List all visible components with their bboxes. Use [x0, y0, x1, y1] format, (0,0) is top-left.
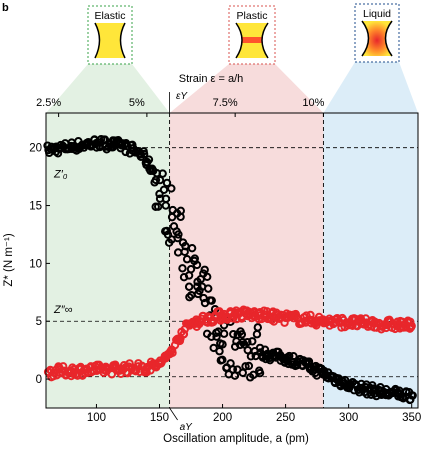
data-point — [207, 332, 216, 341]
data-point — [237, 330, 247, 339]
data-point — [159, 185, 169, 195]
data-point — [176, 212, 185, 222]
data-point — [285, 351, 294, 361]
y-tick-label: 15 — [29, 201, 42, 213]
data-point — [182, 255, 192, 264]
data-point — [167, 184, 176, 193]
data-point — [173, 233, 182, 243]
yield-amplitude-label: aY — [180, 422, 194, 433]
regime-zones — [46, 62, 418, 408]
x-tick-label: 150 — [150, 412, 169, 424]
data-point — [246, 352, 256, 361]
data-point — [244, 361, 254, 371]
elastic-inset: Elastic — [87, 5, 133, 65]
reference-line-label: Z″∞ — [53, 304, 73, 316]
data-point — [304, 357, 314, 366]
plastic-inset: Plastic — [228, 5, 276, 65]
series-1 — [43, 305, 416, 382]
liquid-zone — [323, 113, 418, 408]
data-point — [218, 355, 227, 365]
top-tick-label: 7.5% — [213, 97, 238, 109]
x-tick-label: 100 — [87, 412, 106, 424]
top-tick-label: 2.5% — [36, 97, 61, 109]
top-tick-label: 10% — [302, 97, 324, 109]
data-point — [161, 194, 171, 203]
y-tick-label: 10 — [29, 258, 42, 270]
yield-leader-bottom — [169, 407, 178, 421]
data-point — [155, 175, 165, 185]
liquid-funnel — [323, 62, 418, 113]
data-point — [144, 155, 154, 164]
data-point — [238, 368, 247, 377]
data-point — [168, 348, 177, 358]
data-point — [253, 323, 263, 332]
x-tick-label: 200 — [213, 412, 232, 424]
reference-line-label: Z′₀ — [53, 169, 68, 181]
elastic-neck-outline — [94, 22, 126, 59]
elastic-inset-label: Elastic — [95, 10, 126, 22]
y-tick-label: 0 — [36, 374, 42, 386]
liquid-inset-label: Liquid — [363, 8, 391, 20]
data-point — [178, 264, 187, 273]
plastic-shear-band — [236, 37, 268, 43]
data-point — [184, 282, 194, 291]
elastic-neck-shape — [95, 23, 125, 58]
regime-insets: Elastic Plastic Liquid b — [2, 2, 400, 65]
data-point — [408, 391, 417, 400]
liquid-inset: Liquid — [354, 3, 400, 63]
data-point — [406, 323, 416, 332]
data-point — [187, 243, 197, 253]
plastic-inset-label: Plastic — [237, 10, 268, 22]
data-point — [139, 149, 149, 159]
top-tick-label: 5% — [129, 97, 145, 109]
data-point — [162, 178, 172, 188]
data-point — [289, 352, 298, 361]
y-tick-label: 20 — [29, 143, 42, 155]
elastic-funnel — [46, 64, 170, 113]
data-point — [200, 265, 209, 274]
data-point — [204, 284, 213, 293]
plot-frame — [45, 112, 419, 409]
data-series — [43, 134, 417, 405]
data-point — [162, 226, 171, 236]
data-point — [255, 368, 265, 378]
panel-label: b — [2, 2, 9, 14]
data-point — [173, 248, 183, 257]
axes: 100 150 200 250 300 350 0 5 10 15 20 — [29, 112, 421, 424]
data-point — [229, 329, 238, 339]
yield-strain-label: εY — [176, 91, 188, 102]
data-point — [209, 343, 218, 353]
top-axis-ticks: 2.5% 5% 7.5% 10% εY — [36, 91, 325, 117]
x-axis-label: Oscillation amplitude, a (pm) — [163, 433, 309, 445]
data-point — [59, 362, 68, 371]
data-point — [216, 339, 225, 348]
plastic-funnel — [169, 64, 324, 113]
data-point — [219, 329, 229, 338]
data-point — [179, 329, 188, 339]
x-tick-label: 300 — [339, 412, 358, 424]
y-tick-label: 5 — [36, 316, 42, 328]
x-tick-label: 350 — [402, 412, 421, 424]
data-point — [241, 362, 250, 371]
data-point — [207, 296, 216, 305]
data-point — [202, 272, 212, 282]
data-point — [155, 189, 164, 199]
top-axis-label: Strain ε = a/h — [179, 73, 244, 85]
data-point — [158, 169, 167, 178]
data-point — [184, 271, 194, 280]
y-axis-label: Z* (N m⁻¹) — [3, 233, 15, 287]
series-0 — [43, 134, 417, 405]
data-point — [243, 337, 252, 347]
x-tick-label: 250 — [276, 412, 295, 424]
data-point — [248, 337, 257, 346]
data-point — [153, 202, 163, 211]
data-point — [215, 347, 224, 356]
data-point — [192, 260, 202, 270]
